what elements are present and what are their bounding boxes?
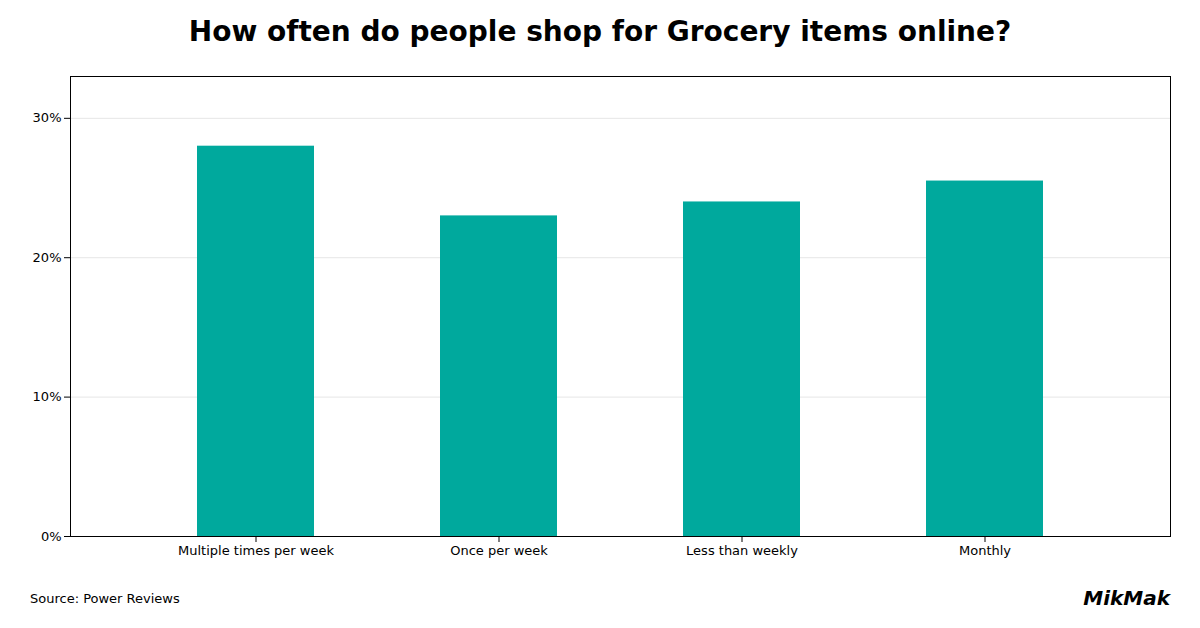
- svg-text:10%: 10%: [33, 389, 62, 404]
- svg-text:Once per week: Once per week: [450, 543, 548, 558]
- html-text:How often do people shop for G: How often do people shop for Grocery ite…: [188, 15, 1012, 48]
- svg-text:20%: 20%: [33, 250, 62, 265]
- svg-text:Multiple times per week: Multiple times per week: [178, 543, 334, 558]
- svg-text:Less than weekly: Less than weekly: [686, 543, 798, 558]
- svg-text:Monthly: Monthly: [959, 543, 1011, 558]
- html-text:MikMak: MikMak: [1083, 586, 1170, 610]
- svg-text:30%: 30%: [33, 110, 62, 125]
- html-text:Source: Power Reviews: Source: Power Reviews: [30, 590, 180, 606]
- svg-text:0%: 0%: [41, 529, 62, 544]
